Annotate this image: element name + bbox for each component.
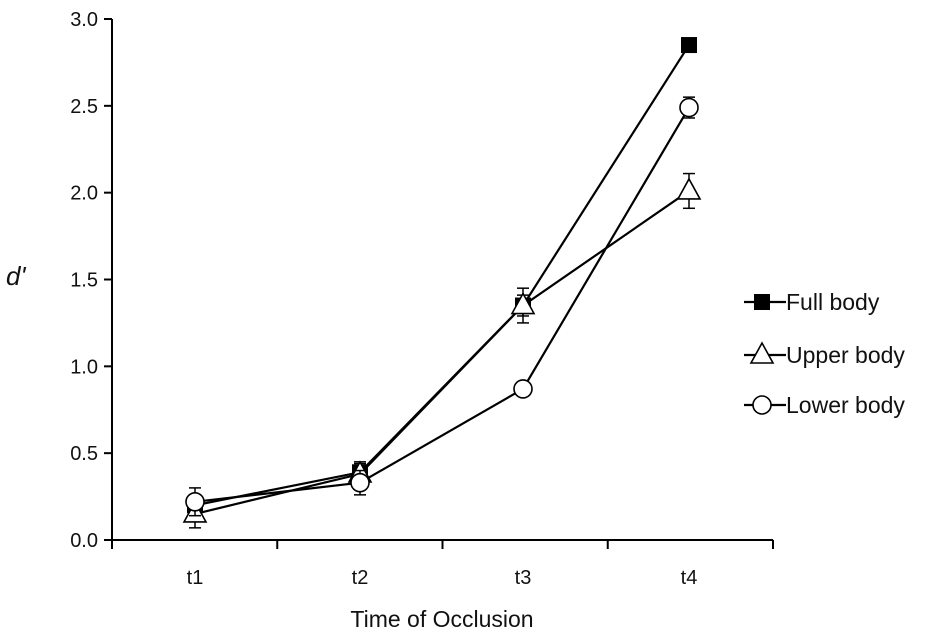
legend-item: Full body [744,289,880,315]
y-axis-label: d' [6,261,26,291]
y-tick-label: 1.0 [70,356,98,378]
legend-label: Lower body [786,392,905,418]
series-markers [182,172,702,529]
x-axis-ticks: t1 t2 t3 t4 [111,540,774,589]
legend-item: Lower body [744,392,905,418]
series-markers [185,96,699,517]
data-point-circle [513,379,533,399]
y-tick-label: 1.5 [70,270,98,292]
data-point-triangle [749,341,775,364]
legend: Full body Upper body Lower body [744,289,905,418]
data-point-square [754,294,770,310]
data-point-circle [752,395,772,415]
x-tick-label: t2 [352,567,369,589]
series-upper-body [194,190,690,516]
y-tick-label: 0.5 [70,443,98,465]
data-point-square [681,37,697,54]
x-tick-label: t1 [187,567,204,589]
data-point-circle [350,472,370,493]
series-line [194,190,690,516]
legend-label: Full body [786,289,880,315]
data-point-triangle [676,177,702,200]
data-point-circle [679,97,699,118]
data-point-circle [185,491,205,512]
axes [111,19,773,541]
y-tick-label: 0.0 [70,530,98,552]
series-markers [187,37,697,514]
series-lower-body [194,107,690,503]
x-axis-label: Time of Occlusion [350,606,533,632]
legend-item: Upper body [744,341,905,368]
data-point-triangle [510,291,536,315]
series-line [194,107,690,503]
y-tick-label: 2.0 [70,183,98,205]
series-layer [182,37,702,529]
x-tick-label: t4 [681,567,698,589]
y-axis-ticks: 0.0 0.5 1.0 1.5 2.0 2.5 3.0 [70,9,112,552]
y-tick-label: 2.5 [70,96,98,118]
x-tick-label: t3 [515,567,532,589]
y-tick-label: 3.0 [70,9,98,31]
legend-label: Upper body [786,342,905,368]
